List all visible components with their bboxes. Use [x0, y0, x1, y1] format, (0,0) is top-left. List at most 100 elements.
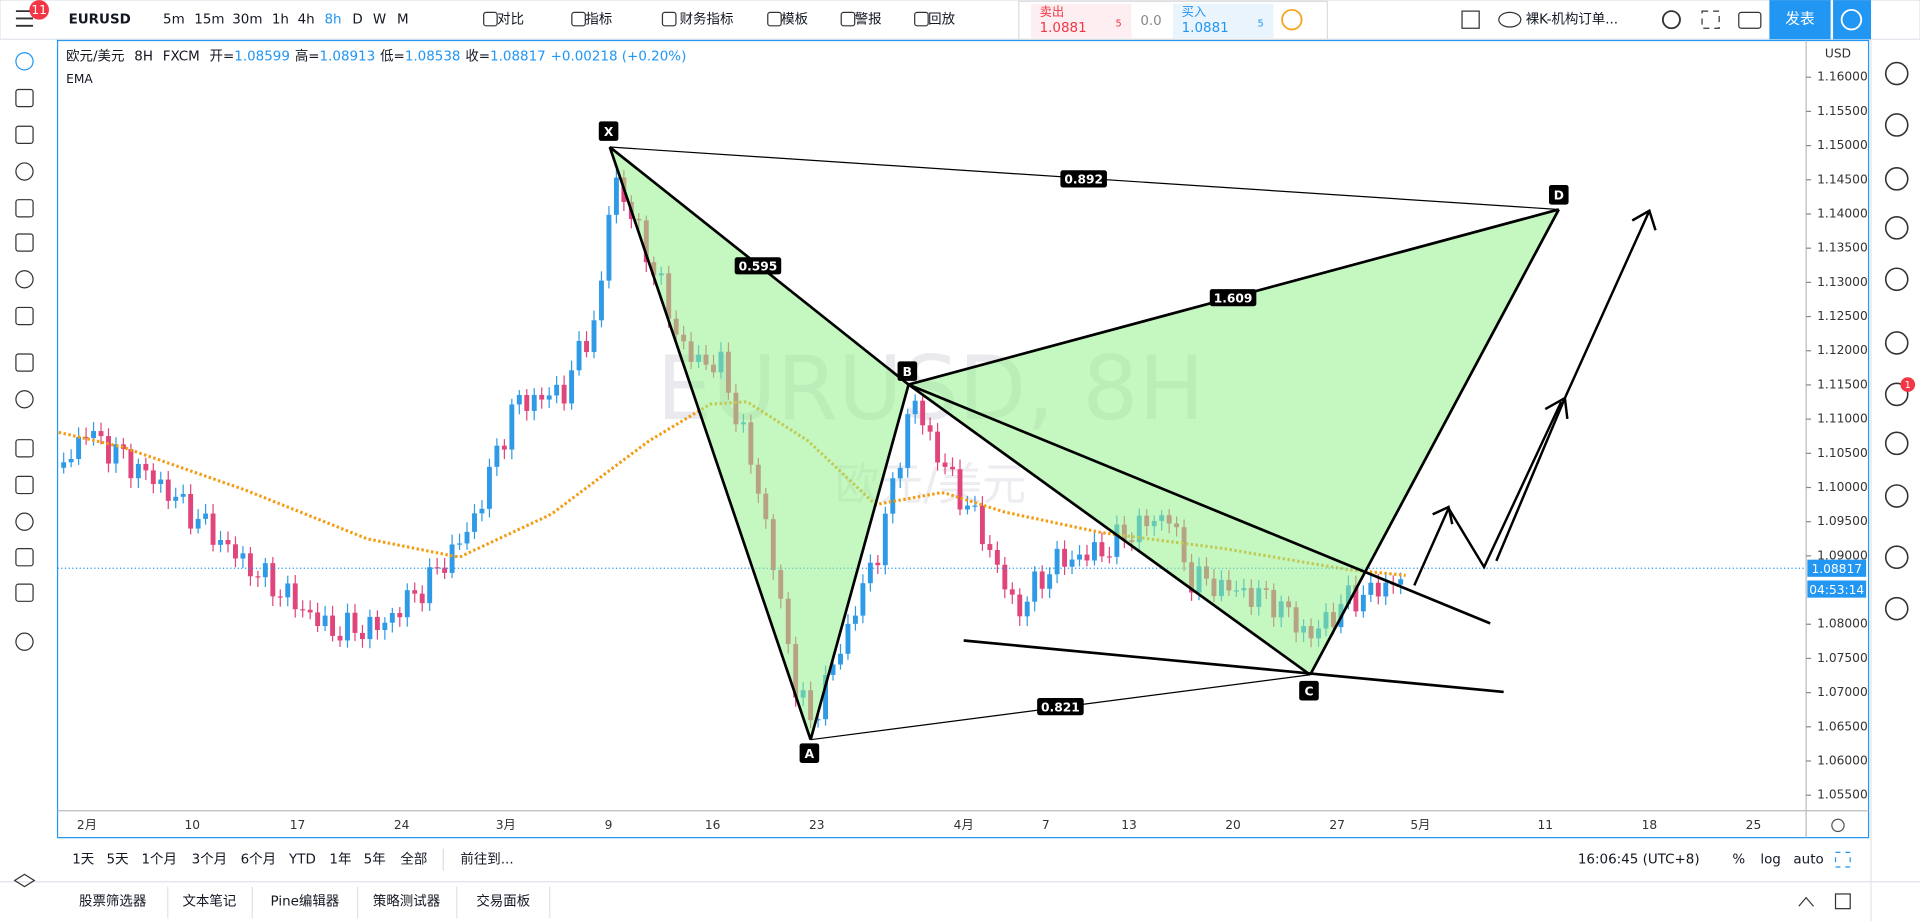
sidebar-icon[interactable]: [1884, 484, 1909, 508]
goto-button[interactable]: 前往到...: [460, 851, 513, 868]
info-icon: [1281, 8, 1303, 31]
drawing-tool[interactable]: [15, 52, 34, 71]
interval-button[interactable]: D: [352, 13, 362, 28]
range-button[interactable]: 6个月: [241, 852, 276, 868]
symbol[interactable]: EURUSD: [69, 13, 131, 28]
time-tick-label: 27: [1329, 818, 1345, 832]
scale-option[interactable]: auto: [1793, 853, 1823, 868]
price-tick-label: 1.11000: [1817, 412, 1868, 426]
candle-body: [613, 177, 619, 215]
drawing-tool[interactable]: [15, 162, 34, 181]
candle-body: [180, 493, 186, 497]
buy-price[interactable]: 1.0881: [1182, 21, 1229, 36]
bottom-tab[interactable]: 交易面板: [476, 892, 530, 909]
sidebar-icon[interactable]: [1884, 431, 1909, 456]
interval-button[interactable]: 15m: [194, 13, 224, 28]
drawing-tool[interactable]: [15, 88, 34, 108]
interval-button[interactable]: 1h: [272, 13, 289, 28]
bottom-tab[interactable]: 文本笔记: [182, 893, 236, 909]
drawing-tool[interactable]: [15, 233, 34, 252]
toolbar-button[interactable]: 财务指标: [680, 12, 734, 28]
drawing-tool[interactable]: [15, 390, 34, 409]
buy-label[interactable]: 买入: [1182, 5, 1206, 19]
range-button[interactable]: 1天: [72, 853, 94, 868]
scale-option[interactable]: log: [1760, 853, 1781, 868]
time-tick-label: 4月: [954, 818, 974, 832]
play-button[interactable]: [1833, 0, 1872, 40]
candle-body: [501, 445, 507, 450]
candle-body: [1084, 554, 1090, 561]
bottom-tab[interactable]: 股票筛选器: [79, 893, 147, 909]
range-button[interactable]: 1年: [329, 852, 351, 868]
sidebar-icon[interactable]: [1884, 61, 1909, 86]
sidebar-icon[interactable]: [1884, 331, 1909, 355]
interval-button[interactable]: 4h: [298, 13, 315, 28]
candle-body: [1054, 548, 1060, 575]
collapse-icon[interactable]: [1798, 896, 1814, 907]
point-label: B: [903, 365, 912, 379]
drawing-tool[interactable]: [15, 125, 34, 144]
price-tick-label: 1.14000: [1817, 206, 1868, 220]
sidebar-icon[interactable]: [1884, 545, 1909, 570]
bottom-tab[interactable]: Pine编辑器: [271, 893, 340, 909]
price-tick-label: 1.07500: [1817, 651, 1868, 665]
toolbar-button[interactable]: 对比: [497, 12, 524, 28]
alerts-badge-count: 1: [1905, 380, 1911, 391]
toolbar-button[interactable]: 模板: [781, 12, 808, 28]
publish-label[interactable]: 发表: [1785, 11, 1815, 28]
range-button[interactable]: 3个月: [192, 852, 227, 868]
sidebar-icon[interactable]: [1884, 382, 1909, 407]
drawing-tool[interactable]: [15, 548, 34, 567]
sidebar-icon[interactable]: [1884, 113, 1909, 137]
interval-button[interactable]: M: [397, 13, 409, 28]
autofit-icon[interactable]: [1834, 851, 1851, 868]
interval-button[interactable]: W: [373, 13, 386, 28]
range-button[interactable]: 5年: [364, 852, 386, 868]
range-button[interactable]: 1个月: [141, 852, 176, 868]
toolbar-button[interactable]: 回放: [928, 12, 955, 28]
drawing-tool[interactable]: [15, 306, 34, 326]
camera-icon[interactable]: [1738, 11, 1762, 29]
toolbar-button[interactable]: 警报: [855, 12, 882, 28]
candle-body: [950, 466, 955, 470]
drawing-tool[interactable]: [15, 199, 34, 218]
interval-button[interactable]: 30m: [232, 13, 262, 28]
drawing-tool[interactable]: [15, 475, 34, 495]
candle-body: [352, 612, 358, 633]
sell-label[interactable]: 卖出: [1040, 5, 1064, 19]
grid-icon[interactable]: [1461, 10, 1480, 29]
sell-price[interactable]: 1.0881: [1040, 21, 1087, 36]
candle-body: [113, 444, 119, 464]
candle-body: [1092, 542, 1097, 561]
range-button[interactable]: YTD: [288, 853, 316, 868]
axis-settings[interactable]: [1831, 818, 1845, 833]
candle-body: [1062, 548, 1068, 567]
candle-body: [247, 553, 253, 577]
range-button[interactable]: 5天: [107, 853, 129, 868]
candle-body: [68, 459, 74, 463]
publish-button[interactable]: [1769, 0, 1831, 40]
drawing-tool[interactable]: [15, 512, 34, 531]
bottom-tab[interactable]: 策略测试器: [373, 892, 441, 909]
sidebar-icon[interactable]: [1884, 596, 1909, 621]
interval-button[interactable]: 5m: [163, 13, 185, 28]
drawing-tool[interactable]: [15, 353, 34, 372]
layout-name[interactable]: 裸K-机构订单...: [1526, 12, 1618, 28]
drawing-tool[interactable]: [15, 270, 34, 289]
drawing-tool[interactable]: [15, 583, 34, 602]
sidebar-icon[interactable]: [1884, 167, 1909, 191]
interval-button[interactable]: 8h: [325, 13, 342, 28]
sidebar-icon[interactable]: [1884, 216, 1909, 240]
point-label-box: [897, 361, 918, 381]
range-button[interactable]: 全部: [400, 851, 427, 868]
toolbar-button[interactable]: 指标: [585, 12, 612, 28]
sidebar-icon[interactable]: [1884, 267, 1909, 292]
point-label-box: [1548, 184, 1569, 205]
fullscreen-icon[interactable]: [1701, 10, 1720, 29]
scale-option[interactable]: %: [1732, 853, 1745, 868]
price-tick-label: 1.15500: [1817, 104, 1868, 118]
drawing-tool[interactable]: [15, 632, 34, 651]
drawing-tool[interactable]: [15, 439, 34, 458]
maximize-icon[interactable]: [1834, 893, 1851, 910]
settings-icon[interactable]: [1661, 10, 1681, 30]
